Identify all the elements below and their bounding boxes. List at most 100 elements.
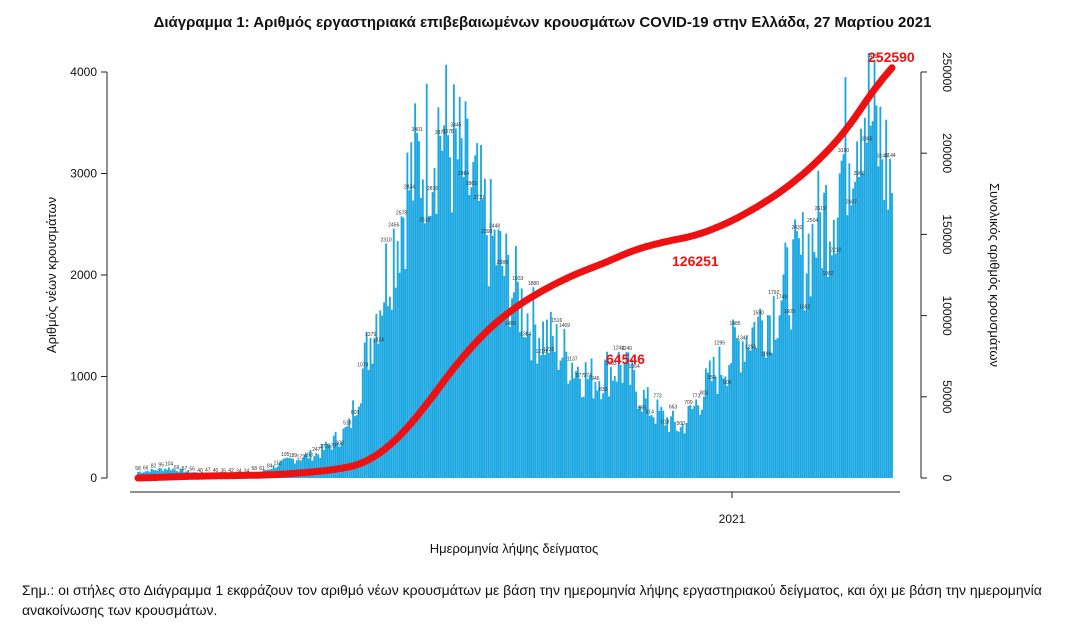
bar xyxy=(288,457,291,478)
bar xyxy=(150,468,153,478)
bar xyxy=(650,414,653,478)
bar-data-label: 69 xyxy=(174,465,180,471)
bar xyxy=(522,337,525,478)
bar xyxy=(160,468,163,478)
bar xyxy=(604,359,607,478)
bar xyxy=(842,154,845,478)
bar-data-label: 500 xyxy=(677,421,686,427)
bar xyxy=(792,239,795,478)
bar xyxy=(544,354,546,478)
bar xyxy=(703,396,705,478)
bar xyxy=(772,296,775,478)
bar xyxy=(883,200,886,479)
bar xyxy=(346,426,349,478)
bar-data-label: 510 xyxy=(343,420,352,426)
bar xyxy=(567,383,570,478)
bar xyxy=(280,460,283,478)
bar xyxy=(642,389,645,478)
bar xyxy=(561,357,564,478)
bar xyxy=(381,315,384,478)
bar xyxy=(796,231,798,478)
bar xyxy=(609,367,612,478)
bar-data-label: 247 xyxy=(312,447,321,453)
bar xyxy=(286,457,289,478)
bar xyxy=(858,176,860,479)
bar xyxy=(621,382,624,478)
bar-data-label: 56 xyxy=(189,466,195,472)
bar xyxy=(611,380,614,478)
bar-data-label: 3140 xyxy=(877,153,888,159)
bar-data-label: 663 xyxy=(669,405,678,411)
bar-data-label: 2510 xyxy=(419,217,430,223)
bar xyxy=(532,287,535,478)
bar-data-label: 1093 xyxy=(605,361,616,367)
bar xyxy=(664,425,667,478)
annotations-group: 64546 126251 252590 xyxy=(606,49,915,367)
bar xyxy=(518,332,521,478)
bar xyxy=(815,257,818,478)
bar-data-label: 1379 xyxy=(365,332,376,338)
bar-data-label: 974 xyxy=(584,373,593,379)
bar xyxy=(776,338,779,478)
bar xyxy=(534,324,537,478)
bar xyxy=(747,347,750,478)
bar xyxy=(454,128,457,478)
bar xyxy=(617,351,620,478)
bar xyxy=(697,405,700,478)
bar-data-label: 66 xyxy=(143,465,149,471)
bar xyxy=(356,414,358,478)
bar xyxy=(790,329,793,478)
bar xyxy=(460,138,463,478)
bar xyxy=(689,405,692,478)
bar-data-label: 58 xyxy=(252,466,258,472)
bar xyxy=(813,252,816,478)
bar xyxy=(751,327,754,478)
bar xyxy=(794,219,796,478)
bar-data-label: 835 xyxy=(599,387,608,393)
bar xyxy=(809,296,812,478)
y2-tick-label: 100000 xyxy=(940,296,954,336)
bar-data-label: 2687 xyxy=(846,199,857,205)
bar xyxy=(427,216,430,478)
bar xyxy=(365,332,368,478)
bar xyxy=(741,341,744,478)
bar xyxy=(724,376,727,478)
bar xyxy=(668,431,670,478)
bar xyxy=(571,362,574,478)
bar xyxy=(402,217,405,478)
bar xyxy=(164,468,166,478)
bar xyxy=(297,459,300,478)
cumulative-annotation: 252590 xyxy=(868,49,915,65)
bar xyxy=(681,424,684,478)
bar xyxy=(474,155,477,478)
bar xyxy=(737,340,740,478)
bar xyxy=(501,266,504,478)
bar-data-label: 1384 xyxy=(520,332,531,338)
bar-data-label: 609 xyxy=(351,410,360,416)
bar xyxy=(439,135,442,479)
bar-data-label: 3378 xyxy=(443,129,454,135)
y-tick-label: 3000 xyxy=(70,167,97,181)
bar xyxy=(414,103,417,478)
bar xyxy=(406,152,409,479)
bar-data-label: 2432 xyxy=(791,225,802,231)
bar xyxy=(821,268,824,478)
bar-data-label: 1295 xyxy=(714,341,725,347)
bar xyxy=(584,362,587,478)
bar xyxy=(735,337,738,478)
bar xyxy=(503,276,506,478)
bar xyxy=(592,398,595,478)
bar-data-label: 1244 xyxy=(613,346,624,352)
bar xyxy=(889,158,891,478)
bar xyxy=(443,125,446,478)
bar xyxy=(497,229,500,478)
bar-data-label: 34 xyxy=(244,469,250,475)
bar xyxy=(538,337,541,478)
y2-tick-label: 50000 xyxy=(940,380,954,414)
bar-data-label: 614 xyxy=(646,410,655,416)
bar xyxy=(495,265,498,478)
bar-data-label: 61 xyxy=(259,466,265,472)
bar xyxy=(586,379,589,478)
bar xyxy=(608,396,610,478)
bar xyxy=(307,458,310,478)
